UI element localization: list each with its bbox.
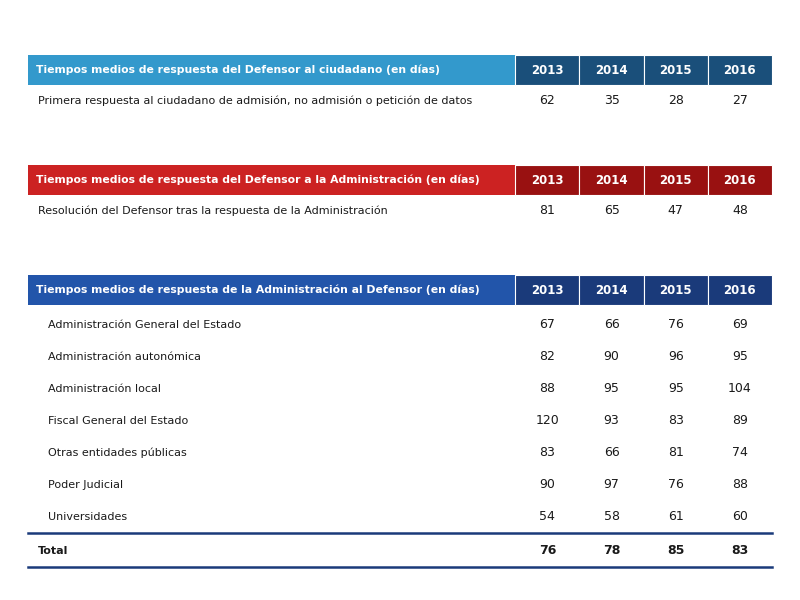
Bar bbox=[644, 275, 708, 305]
Text: 2016: 2016 bbox=[724, 64, 756, 76]
Text: 83: 83 bbox=[731, 545, 749, 557]
Text: Tiempos medios de respuesta de la Administración al Defensor (en días): Tiempos medios de respuesta de la Admini… bbox=[36, 285, 480, 295]
Text: 69: 69 bbox=[732, 319, 748, 331]
Bar bbox=[644, 55, 708, 85]
Text: 93: 93 bbox=[604, 415, 619, 427]
Text: Fiscal General del Estado: Fiscal General del Estado bbox=[48, 416, 188, 426]
Bar bbox=[708, 275, 772, 305]
Text: 120: 120 bbox=[535, 415, 559, 427]
Bar bbox=[708, 165, 772, 195]
Text: 2013: 2013 bbox=[531, 173, 564, 187]
Text: 58: 58 bbox=[603, 511, 619, 523]
Text: Administración autonómica: Administración autonómica bbox=[48, 352, 201, 362]
Text: 54: 54 bbox=[539, 511, 555, 523]
Bar bbox=[515, 275, 579, 305]
Bar bbox=[708, 55, 772, 85]
Text: 78: 78 bbox=[603, 545, 620, 557]
Text: 82: 82 bbox=[539, 350, 555, 364]
Bar bbox=[644, 165, 708, 195]
Text: 61: 61 bbox=[668, 511, 684, 523]
Text: 66: 66 bbox=[604, 319, 619, 331]
Text: Administración local: Administración local bbox=[48, 384, 161, 394]
Text: 2014: 2014 bbox=[595, 64, 628, 76]
Text: 81: 81 bbox=[539, 205, 555, 217]
Bar bbox=[28, 165, 515, 195]
Text: Administración General del Estado: Administración General del Estado bbox=[48, 320, 241, 330]
Text: 48: 48 bbox=[732, 205, 748, 217]
Bar bbox=[28, 275, 515, 305]
Text: 60: 60 bbox=[732, 511, 748, 523]
Text: Primera respuesta al ciudadano de admisión, no admisión o petición de datos: Primera respuesta al ciudadano de admisi… bbox=[38, 96, 472, 106]
Bar bbox=[579, 55, 644, 85]
Text: 76: 76 bbox=[668, 319, 684, 331]
Text: 66: 66 bbox=[604, 446, 619, 460]
Text: 76: 76 bbox=[668, 479, 684, 491]
Text: 95: 95 bbox=[604, 383, 619, 395]
Text: 2015: 2015 bbox=[659, 283, 692, 296]
Text: Otras entidades públicas: Otras entidades públicas bbox=[48, 448, 186, 458]
Text: Poder Judicial: Poder Judicial bbox=[48, 480, 123, 490]
Bar bbox=[28, 55, 515, 85]
Text: Resolución del Defensor tras la respuesta de la Administración: Resolución del Defensor tras la respuest… bbox=[38, 206, 388, 216]
Text: Tiempos medios de respuesta del Defensor al ciudadano (en días): Tiempos medios de respuesta del Defensor… bbox=[36, 65, 440, 75]
Text: 67: 67 bbox=[539, 319, 555, 331]
Text: 2016: 2016 bbox=[724, 173, 756, 187]
Bar bbox=[515, 55, 579, 85]
Text: 2016: 2016 bbox=[724, 283, 756, 296]
Bar bbox=[579, 275, 644, 305]
Text: 62: 62 bbox=[539, 94, 555, 107]
Text: 89: 89 bbox=[732, 415, 748, 427]
Text: 85: 85 bbox=[667, 545, 685, 557]
Text: Universidades: Universidades bbox=[48, 512, 127, 522]
Text: 97: 97 bbox=[604, 479, 619, 491]
Text: 47: 47 bbox=[668, 205, 684, 217]
Text: 28: 28 bbox=[668, 94, 684, 107]
Text: 2013: 2013 bbox=[531, 283, 564, 296]
Text: 76: 76 bbox=[538, 545, 556, 557]
Text: 95: 95 bbox=[732, 350, 748, 364]
Text: 2015: 2015 bbox=[659, 64, 692, 76]
Text: 88: 88 bbox=[732, 479, 748, 491]
Bar bbox=[515, 165, 579, 195]
Text: 35: 35 bbox=[604, 94, 619, 107]
Text: 96: 96 bbox=[668, 350, 684, 364]
Bar bbox=[579, 165, 644, 195]
Text: 90: 90 bbox=[604, 350, 619, 364]
Text: 81: 81 bbox=[668, 446, 684, 460]
Text: 65: 65 bbox=[604, 205, 619, 217]
Text: 2013: 2013 bbox=[531, 64, 564, 76]
Text: Total: Total bbox=[38, 546, 68, 556]
Text: 88: 88 bbox=[539, 383, 555, 395]
Text: 95: 95 bbox=[668, 383, 684, 395]
Text: 90: 90 bbox=[539, 479, 555, 491]
Text: 27: 27 bbox=[732, 94, 748, 107]
Text: 83: 83 bbox=[539, 446, 555, 460]
Text: 83: 83 bbox=[668, 415, 684, 427]
Text: 74: 74 bbox=[732, 446, 748, 460]
Text: 2014: 2014 bbox=[595, 173, 628, 187]
Text: 104: 104 bbox=[728, 383, 752, 395]
Text: 2015: 2015 bbox=[659, 173, 692, 187]
Text: Tiempos medios de respuesta del Defensor a la Administración (en días): Tiempos medios de respuesta del Defensor… bbox=[36, 175, 480, 185]
Text: 2014: 2014 bbox=[595, 283, 628, 296]
